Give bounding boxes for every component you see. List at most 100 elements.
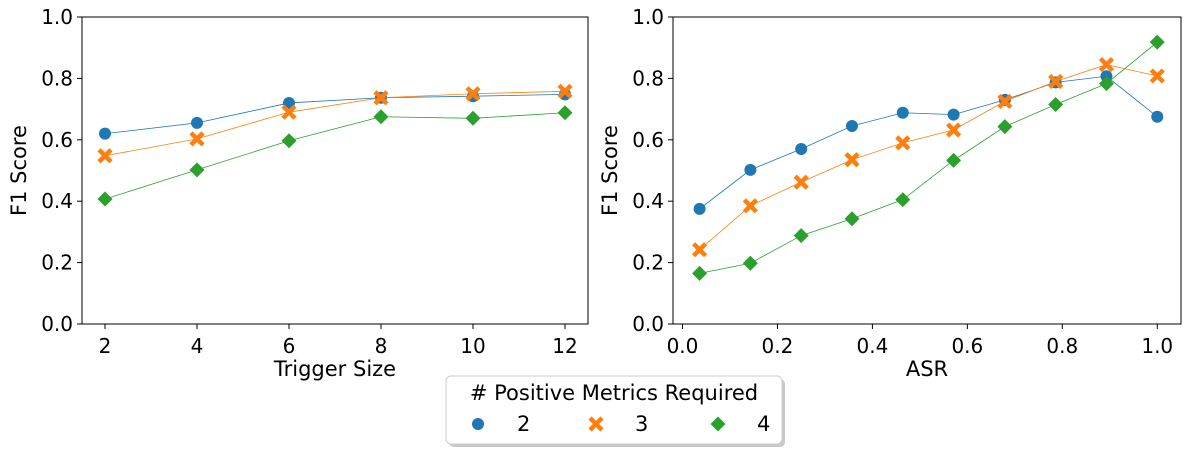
data-point bbox=[793, 228, 809, 244]
series-line bbox=[104, 90, 566, 157]
data-point bbox=[1151, 110, 1164, 123]
data-point bbox=[189, 162, 205, 178]
data-point bbox=[97, 148, 113, 164]
y-axis-label: F1 Score bbox=[7, 125, 31, 216]
series-3 bbox=[97, 83, 573, 164]
legend-label: 4 bbox=[757, 412, 770, 436]
series-4 bbox=[97, 105, 573, 207]
data-point bbox=[744, 163, 757, 176]
y-tick-label: 0.2 bbox=[41, 251, 73, 275]
y-tick-label: 1.0 bbox=[632, 5, 664, 29]
x-axis-label: Trigger Size bbox=[273, 357, 396, 381]
y-axis-label: F1 Score bbox=[598, 125, 622, 216]
data-point bbox=[1149, 34, 1165, 50]
right-chart-asr: 0.0 0.2 0.4 0.6 0.8 1.0 0.0 0.2 0.4 0.6 0.8 1.0 ASR F… bbox=[598, 5, 1182, 381]
legend: # Positive Metrics Required 2 3 4 bbox=[445, 375, 785, 447]
data-point bbox=[373, 109, 389, 125]
data-point bbox=[793, 174, 809, 190]
data-point bbox=[465, 86, 481, 102]
data-point bbox=[281, 133, 297, 149]
data-point bbox=[692, 265, 708, 281]
series-3 bbox=[691, 56, 1165, 258]
data-point bbox=[373, 90, 389, 106]
data-point bbox=[693, 202, 706, 215]
legend-title: # Positive Metrics Required bbox=[470, 381, 758, 405]
data-point bbox=[1098, 76, 1114, 92]
series-line bbox=[699, 75, 1158, 210]
x-tick-label: 1.0 bbox=[1141, 334, 1173, 358]
data-point bbox=[283, 96, 295, 109]
legend-entry-4: 4 bbox=[710, 412, 770, 436]
y-tick-label: 0.0 bbox=[41, 312, 73, 336]
x-tick-label: 10 bbox=[460, 334, 485, 358]
y-tick-label: 0.0 bbox=[632, 312, 664, 336]
x-tick-label: 0.0 bbox=[667, 334, 699, 358]
data-point bbox=[281, 104, 297, 120]
data-point bbox=[845, 119, 858, 132]
legend-label: 2 bbox=[517, 412, 530, 436]
data-point bbox=[844, 152, 860, 168]
data-point bbox=[742, 198, 758, 214]
data-point bbox=[557, 105, 573, 121]
data-point bbox=[189, 131, 205, 147]
data-point bbox=[742, 255, 758, 271]
data-point bbox=[947, 108, 960, 121]
series-2 bbox=[693, 70, 1164, 215]
legend-entries: 2 3 4 bbox=[472, 412, 770, 436]
legend-box bbox=[445, 375, 783, 445]
series-4 bbox=[692, 34, 1165, 281]
series-line bbox=[699, 41, 1158, 274]
data-point bbox=[557, 83, 573, 99]
y-tick-label: 0.4 bbox=[632, 189, 664, 213]
y-tick-label: 0.6 bbox=[632, 128, 664, 152]
y-tick-label: 0.8 bbox=[41, 66, 73, 90]
series-line bbox=[104, 93, 566, 135]
y-tick-label: 0.6 bbox=[41, 128, 73, 152]
x-tick-label: 0.6 bbox=[951, 334, 983, 358]
data-point bbox=[795, 143, 808, 156]
x-tick-label: 0.4 bbox=[856, 334, 888, 358]
y-tick-label: 0.8 bbox=[632, 66, 664, 90]
y-tick-label: 0.4 bbox=[41, 189, 73, 213]
data-point bbox=[97, 191, 113, 207]
data-point bbox=[1048, 96, 1064, 112]
x-tick-label: 6 bbox=[283, 334, 296, 358]
data-point bbox=[99, 127, 111, 140]
x-tick-label: 4 bbox=[191, 334, 204, 358]
data-point bbox=[1149, 68, 1165, 84]
legend-marker bbox=[588, 416, 604, 432]
data-point bbox=[946, 152, 962, 168]
x-tick-label: 0.2 bbox=[762, 334, 794, 358]
series-line bbox=[699, 64, 1158, 251]
data-point bbox=[895, 192, 911, 208]
series-2 bbox=[99, 88, 571, 140]
data-point bbox=[1048, 73, 1064, 90]
x-tick-label: 12 bbox=[552, 334, 577, 358]
data-point bbox=[191, 116, 203, 129]
data-point bbox=[896, 106, 909, 119]
data-point bbox=[1098, 56, 1115, 73]
plot-frame bbox=[672, 16, 1182, 325]
data-point bbox=[997, 119, 1013, 135]
data-point bbox=[844, 211, 860, 227]
y-tick-label: 0.2 bbox=[632, 251, 664, 275]
series-line bbox=[104, 112, 566, 200]
x-tick-label: 2 bbox=[99, 334, 112, 358]
data-point bbox=[465, 110, 481, 126]
data-point bbox=[895, 135, 911, 151]
legend-entry-3: 3 bbox=[588, 412, 648, 436]
data-point bbox=[945, 122, 962, 138]
legend-label: 3 bbox=[635, 412, 648, 436]
left-chart-trigger-size: 2 4 6 8 10 12 0.0 0.2 0.4 0.6 0.8 1.0 Trigger Size F1… bbox=[7, 5, 589, 381]
legend-entry-2: 2 bbox=[472, 412, 530, 436]
x-axis-label: ASR bbox=[906, 357, 948, 381]
data-point bbox=[997, 93, 1013, 110]
x-tick-label: 0.8 bbox=[1046, 334, 1078, 358]
legend-marker bbox=[472, 418, 484, 430]
y-tick-label: 1.0 bbox=[41, 5, 73, 29]
plot-frame bbox=[81, 16, 589, 325]
data-point bbox=[691, 242, 708, 258]
x-tick-label: 8 bbox=[375, 334, 388, 358]
legend-marker bbox=[710, 416, 726, 432]
